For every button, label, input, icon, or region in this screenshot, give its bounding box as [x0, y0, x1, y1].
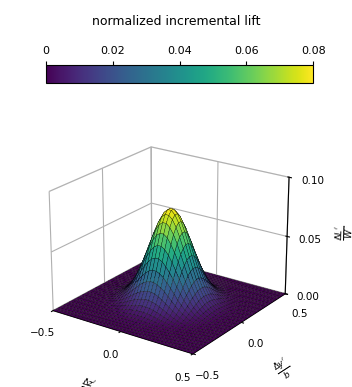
X-axis label: $\frac{\Delta z'}{b}$: $\frac{\Delta z'}{b}$ [77, 376, 98, 387]
Text: normalized incremental lift: normalized incremental lift [92, 15, 260, 29]
Y-axis label: $\frac{\Delta y'}{b}$: $\frac{\Delta y'}{b}$ [270, 355, 297, 384]
